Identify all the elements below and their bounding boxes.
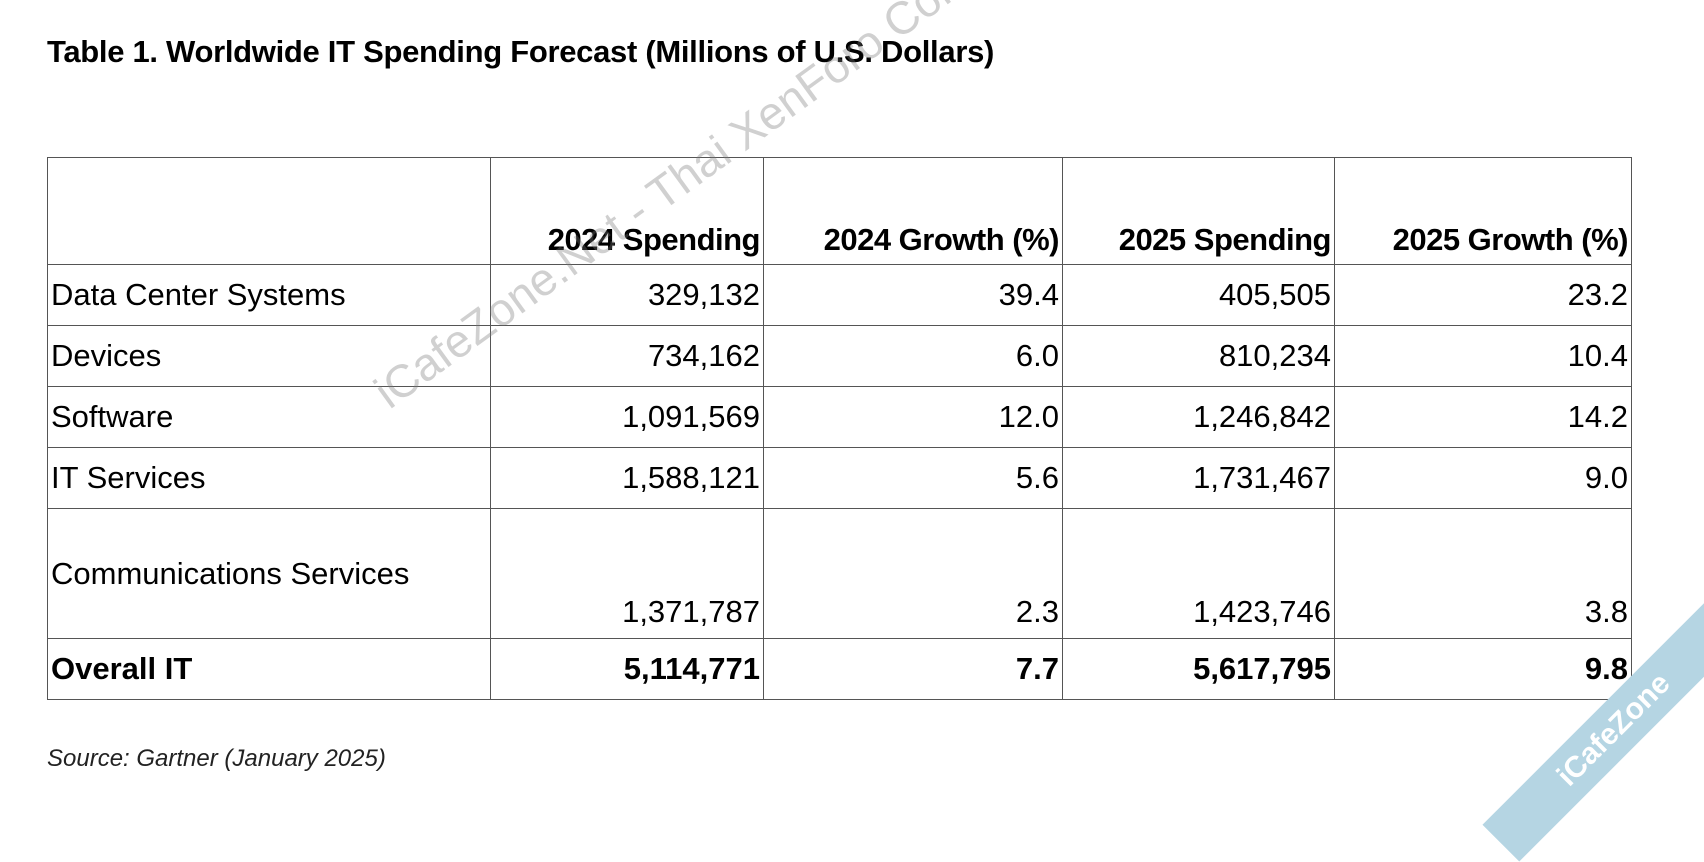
spending-2025: 1,423,746 [1062, 508, 1335, 639]
row-label: Communications Services [47, 508, 491, 639]
spending-2025: 1,731,467 [1062, 447, 1335, 509]
growth-2025: 9.8 [1334, 638, 1632, 700]
table-row: Data Center Systems 329,132 39.4 405,505… [47, 264, 1632, 326]
growth-2024: 39.4 [763, 264, 1063, 326]
row-label: Overall IT [47, 638, 491, 700]
growth-2024: 5.6 [763, 447, 1063, 509]
growth-2025: 9.0 [1334, 447, 1632, 509]
table-row: IT Services 1,588,121 5.6 1,731,467 9.0 [47, 447, 1632, 509]
header-2025-spending: 2025 Spending [1062, 157, 1335, 265]
spending-2024: 1,091,569 [490, 386, 764, 448]
table-row: Devices 734,162 6.0 810,234 10.4 [47, 325, 1632, 387]
source-note: Source: Gartner (January 2025) [47, 745, 386, 772]
spending-2024: 734,162 [490, 325, 764, 387]
growth-2025: 23.2 [1334, 264, 1632, 326]
header-2024-spending: 2024 Spending [490, 157, 764, 265]
spending-2024: 1,588,121 [490, 447, 764, 509]
growth-2024: 7.7 [763, 638, 1063, 700]
header-2024-growth: 2024 Growth (%) [763, 157, 1063, 265]
spending-2025: 5,617,795 [1062, 638, 1335, 700]
spending-2025: 810,234 [1062, 325, 1335, 387]
table-row: Software 1,091,569 12.0 1,246,842 14.2 [47, 386, 1632, 448]
table-title: Table 1. Worldwide IT Spending Forecast … [47, 34, 995, 69]
growth-2025: 10.4 [1334, 325, 1632, 387]
spending-2025: 405,505 [1062, 264, 1335, 326]
growth-2025: 3.8 [1334, 508, 1632, 639]
total-row: Overall IT 5,114,771 7.7 5,617,795 9.8 [47, 638, 1632, 700]
spending-2025: 1,246,842 [1062, 386, 1335, 448]
row-label: IT Services [47, 447, 491, 509]
growth-2024: 2.3 [763, 508, 1063, 639]
row-label: Devices [47, 325, 491, 387]
spending-2024: 329,132 [490, 264, 764, 326]
growth-2024: 12.0 [763, 386, 1063, 448]
table-row: Communications Services 1,371,787 2.3 1,… [47, 508, 1632, 639]
header-row: 2024 Spending 2024 Growth (%) 2025 Spend… [47, 157, 1632, 265]
row-label: Data Center Systems [47, 264, 491, 326]
spending-2024: 1,371,787 [490, 508, 764, 639]
row-label: Software [47, 386, 491, 448]
it-spending-table: 2024 Spending 2024 Growth (%) 2025 Spend… [47, 157, 1632, 700]
growth-2024: 6.0 [763, 325, 1063, 387]
spending-2024: 5,114,771 [490, 638, 764, 700]
header-2025-growth: 2025 Growth (%) [1334, 157, 1632, 265]
growth-2025: 14.2 [1334, 386, 1632, 448]
header-empty [47, 157, 491, 265]
